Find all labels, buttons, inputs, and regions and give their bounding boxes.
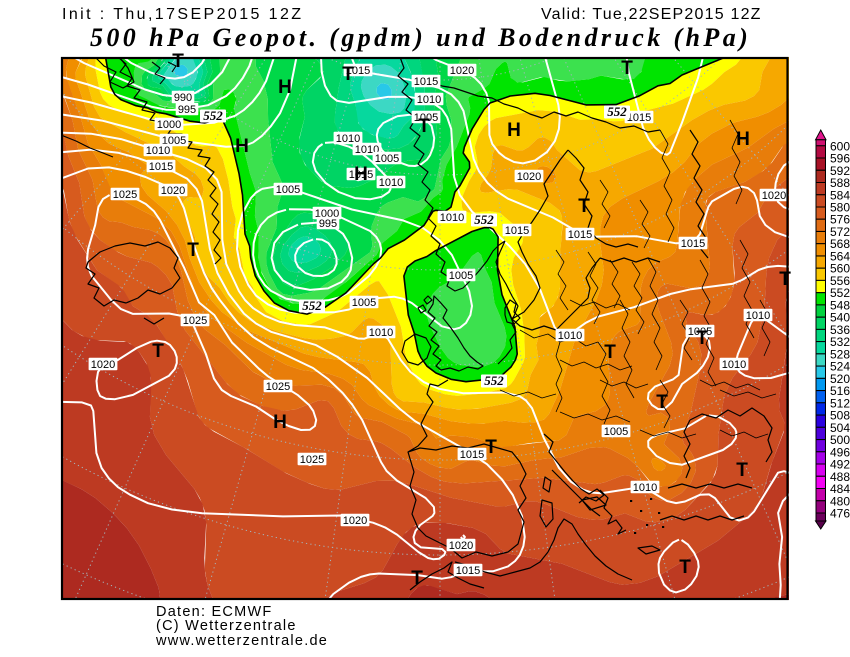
svg-text:1025: 1025 <box>300 454 324 466</box>
svg-text:1020: 1020 <box>161 185 185 197</box>
svg-text:T: T <box>418 116 430 137</box>
svg-text:1010: 1010 <box>369 327 393 339</box>
svg-text:1005: 1005 <box>604 426 628 438</box>
svg-text:H: H <box>278 77 292 98</box>
svg-text:1010: 1010 <box>379 177 403 189</box>
svg-text:T: T <box>152 341 164 362</box>
svg-text:1010: 1010 <box>746 310 770 322</box>
svg-text:504: 504 <box>830 421 850 435</box>
svg-text:1025: 1025 <box>266 381 290 393</box>
svg-text:1005: 1005 <box>449 270 473 282</box>
svg-text:1015: 1015 <box>627 112 651 124</box>
svg-text:1000: 1000 <box>157 119 181 131</box>
svg-text:1010: 1010 <box>633 482 657 494</box>
svg-text:592: 592 <box>830 164 850 178</box>
svg-text:1020: 1020 <box>517 171 541 183</box>
svg-text:1025: 1025 <box>183 315 207 327</box>
svg-text:508: 508 <box>830 409 850 423</box>
svg-text:540: 540 <box>830 311 850 325</box>
svg-text:H: H <box>507 120 521 141</box>
svg-text:496: 496 <box>830 445 850 459</box>
svg-text:568: 568 <box>830 237 850 251</box>
svg-text:548: 548 <box>830 298 850 312</box>
svg-text:500: 500 <box>830 433 850 447</box>
svg-text:520: 520 <box>830 372 850 386</box>
svg-text:584: 584 <box>830 188 850 202</box>
svg-text:536: 536 <box>830 323 850 337</box>
svg-text:552: 552 <box>302 298 322 313</box>
svg-text:T: T <box>779 269 791 290</box>
svg-text:576: 576 <box>830 213 850 227</box>
svg-text:T: T <box>578 196 590 217</box>
svg-text:552: 552 <box>474 212 494 227</box>
svg-text:1010: 1010 <box>558 330 582 342</box>
svg-text:1005: 1005 <box>375 153 399 165</box>
svg-text:T: T <box>187 240 199 261</box>
svg-text:556: 556 <box>830 274 850 288</box>
svg-text:588: 588 <box>830 176 850 190</box>
svg-text:1005: 1005 <box>688 326 712 338</box>
svg-text:H: H <box>736 129 750 150</box>
svg-text:T: T <box>621 58 633 79</box>
svg-text:600: 600 <box>830 139 850 153</box>
svg-text:T: T <box>172 51 184 72</box>
svg-text:T: T <box>696 328 708 349</box>
svg-text:1025: 1025 <box>113 189 137 201</box>
svg-text:564: 564 <box>830 250 850 264</box>
svg-text:1015: 1015 <box>456 565 480 577</box>
svg-text:T: T <box>342 64 354 85</box>
svg-text:1020: 1020 <box>450 65 474 77</box>
svg-text:H: H <box>273 412 287 433</box>
svg-text:512: 512 <box>830 396 850 410</box>
svg-text:1010: 1010 <box>417 94 441 106</box>
svg-text:572: 572 <box>830 225 850 239</box>
svg-text:480: 480 <box>830 494 850 508</box>
svg-text:1010: 1010 <box>146 145 170 157</box>
svg-text:1015: 1015 <box>505 225 529 237</box>
svg-text:552: 552 <box>607 104 627 119</box>
svg-text:1020: 1020 <box>91 359 115 371</box>
svg-text:1015: 1015 <box>349 169 373 181</box>
svg-text:492: 492 <box>830 458 850 472</box>
svg-text:552: 552 <box>203 108 223 123</box>
svg-text:552: 552 <box>830 286 850 300</box>
svg-text:T: T <box>604 342 616 363</box>
svg-text:1015: 1015 <box>149 161 173 173</box>
svg-text:1015: 1015 <box>460 449 484 461</box>
svg-text:560: 560 <box>830 262 850 276</box>
svg-text:990: 990 <box>174 92 192 104</box>
svg-text:580: 580 <box>830 201 850 215</box>
svg-text:1015: 1015 <box>414 76 438 88</box>
svg-text:528: 528 <box>830 347 850 361</box>
svg-text:1015: 1015 <box>346 65 370 77</box>
svg-text:484: 484 <box>830 482 850 496</box>
svg-text:1010: 1010 <box>336 133 360 145</box>
svg-text:T: T <box>679 557 691 578</box>
svg-text:T: T <box>736 460 748 481</box>
svg-text:995: 995 <box>319 218 337 230</box>
svg-text:H: H <box>354 164 368 185</box>
svg-text:T: T <box>656 392 668 413</box>
svg-text:H: H <box>235 136 249 157</box>
svg-text:T: T <box>411 568 423 589</box>
svg-text:596: 596 <box>830 152 850 166</box>
svg-text:516: 516 <box>830 384 850 398</box>
svg-text:1020: 1020 <box>762 190 786 202</box>
svg-text:1010: 1010 <box>440 212 464 224</box>
svg-text:1015: 1015 <box>681 238 705 250</box>
svg-text:476: 476 <box>830 507 850 521</box>
svg-text:1010: 1010 <box>722 359 746 371</box>
svg-text:1015: 1015 <box>568 229 592 241</box>
svg-text:1020: 1020 <box>449 540 473 552</box>
svg-text:T: T <box>485 437 497 458</box>
svg-text:1005: 1005 <box>414 112 438 124</box>
svg-text:995: 995 <box>178 104 196 116</box>
svg-text:552: 552 <box>484 373 504 388</box>
svg-text:524: 524 <box>830 360 850 374</box>
svg-text:1020: 1020 <box>343 515 367 527</box>
svg-text:488: 488 <box>830 470 850 484</box>
svg-text:1005: 1005 <box>352 297 376 309</box>
svg-text:1005: 1005 <box>276 184 300 196</box>
svg-text:532: 532 <box>830 335 850 349</box>
